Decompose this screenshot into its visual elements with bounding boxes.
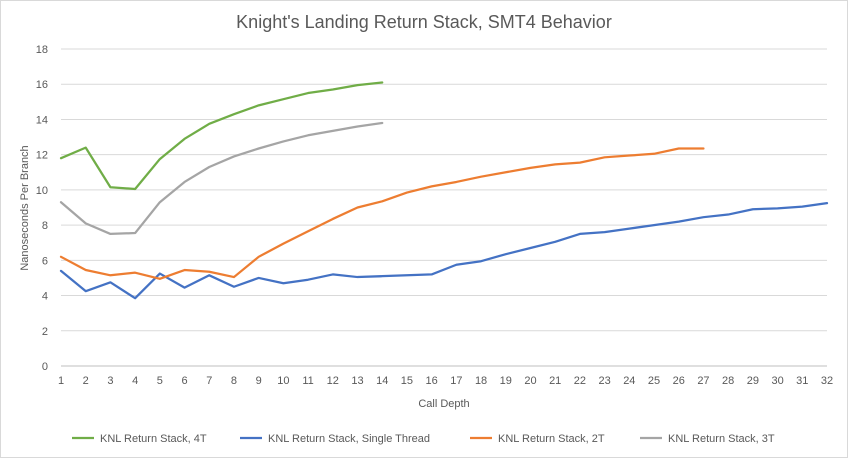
- y-tick-label: 2: [42, 326, 48, 338]
- x-tick-label: 25: [648, 375, 660, 387]
- x-tick-label: 7: [206, 375, 212, 387]
- legend: KNL Return Stack, 4T KNL Return Stack, Si…: [72, 433, 775, 445]
- y-tick-label: 6: [42, 255, 48, 267]
- x-tick-label: 29: [747, 375, 759, 387]
- legend-item-2: KNL Return Stack, Single Thread: [240, 433, 430, 445]
- legend-item-3: KNL Return Stack, 2T: [470, 433, 605, 445]
- x-tick-label: 3: [107, 375, 113, 387]
- y-tick-label: 14: [36, 114, 48, 126]
- y-tick-label: 8: [42, 220, 48, 232]
- legend-item-4: KNL Return Stack, 3T: [640, 433, 775, 445]
- chart-title: Knight's Landing Return Stack, SMT4 Beha…: [236, 12, 612, 32]
- series-line-1: [59, 81, 384, 191]
- x-tick-label: 20: [524, 375, 536, 387]
- series-line-3: [59, 147, 705, 280]
- x-tick-label: 12: [327, 375, 339, 387]
- x-tick-label: 17: [450, 375, 462, 387]
- x-tick-label: 30: [771, 375, 783, 387]
- x-tick-label: 28: [722, 375, 734, 387]
- x-tick-label: 26: [673, 375, 685, 387]
- x-tick-label: 18: [475, 375, 487, 387]
- y-tick-label: 4: [42, 291, 48, 303]
- x-tick-label: 6: [181, 375, 187, 387]
- x-axis-label: Call Depth: [418, 398, 469, 410]
- x-tick-label: 14: [376, 375, 388, 387]
- x-tick-label: 21: [549, 375, 561, 387]
- legend-label: KNL Return Stack, 3T: [668, 433, 775, 445]
- x-tick-label: 16: [426, 375, 438, 387]
- legend-label: KNL Return Stack, 2T: [498, 433, 605, 445]
- x-tick-label: 2: [83, 375, 89, 387]
- x-tick-label: 31: [796, 375, 808, 387]
- x-tick-label: 1: [58, 375, 64, 387]
- x-tick-label: 11: [302, 375, 313, 387]
- y-axis-label: Nanoseconds Per Branch: [19, 145, 31, 270]
- series-line-2: [59, 201, 829, 300]
- x-tick-label: 8: [231, 375, 237, 387]
- legend-item-1: KNL Return Stack, 4T: [72, 433, 207, 445]
- series-lines: [59, 81, 829, 300]
- x-tick-label: 9: [256, 375, 262, 387]
- x-tick-label: 4: [132, 375, 138, 387]
- y-tick-label: 10: [36, 185, 48, 197]
- x-tick-label: 27: [697, 375, 709, 387]
- y-tick-label: 18: [36, 44, 48, 56]
- x-tick-label: 23: [598, 375, 610, 387]
- x-tick-label: 19: [500, 375, 512, 387]
- x-axis-ticks: 1 2 3 4 5 6 7 8 9 10 11 12 13 14 15 16 17 18 19 20 21 22 23 24 2…: [58, 375, 833, 387]
- y-tick-label: 12: [36, 150, 48, 162]
- x-tick-label: 24: [623, 375, 635, 387]
- x-tick-label: 10: [277, 375, 289, 387]
- x-tick-label: 22: [574, 375, 586, 387]
- x-tick-label: 13: [351, 375, 363, 387]
- y-axis-ticks: 0 2 4 6 8 10 12 14 16 18: [36, 44, 48, 373]
- legend-label: KNL Return Stack, 4T: [100, 433, 207, 445]
- x-tick-label: 5: [157, 375, 163, 387]
- legend-label: KNL Return Stack, Single Thread: [268, 433, 430, 445]
- x-tick-label: 32: [821, 375, 833, 387]
- y-tick-label: 16: [36, 79, 48, 91]
- x-tick-label: 15: [401, 375, 413, 387]
- y-tick-label: 0: [42, 361, 48, 373]
- gridlines: [61, 48, 827, 332]
- series-line-4: [59, 121, 384, 236]
